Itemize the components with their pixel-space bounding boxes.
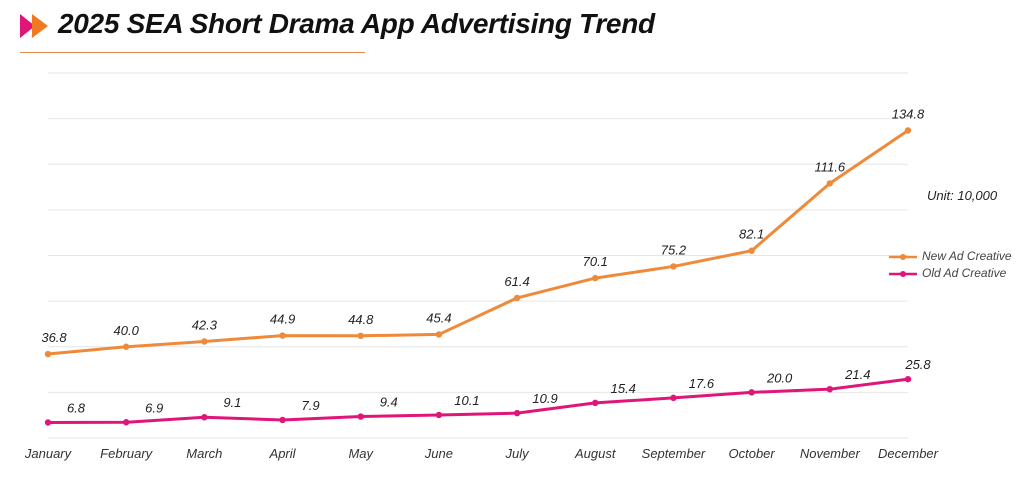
x-tick-label: February: [100, 446, 154, 461]
series-old-ad-creative: 6.8 6.9 9.1 7.9 9.4 10.1 10.9 15.4 17.6 20.0 21.4 2…: [44, 357, 931, 426]
play-arrows-logo-icon: [20, 14, 48, 38]
x-tick-label: January: [24, 446, 73, 461]
data-point: [904, 127, 912, 134]
data-label: 21.4: [844, 367, 870, 382]
data-point: [748, 247, 755, 254]
data-point: [435, 411, 443, 419]
data-point: [44, 350, 52, 358]
data-point: [279, 416, 286, 424]
series-line: [46, 128, 910, 356]
legend-swatch-old-icon: [889, 271, 917, 277]
data-point: [201, 338, 208, 345]
data-label: 10.9: [532, 391, 557, 406]
data-label: 20.0: [766, 370, 793, 385]
data-point: [435, 331, 443, 338]
x-axis-tick-labels: January February March April May June July Augu…: [24, 446, 939, 461]
data-label: 45.4: [426, 310, 451, 325]
data-label: 42.3: [192, 318, 218, 333]
chart-header: 2025 SEA Short Drama App Advertising Tre…: [0, 0, 1025, 56]
data-point: [513, 294, 521, 302]
data-label: 7.9: [302, 398, 320, 413]
data-label: 36.8: [41, 330, 67, 345]
legend: New Ad Creative Old Ad Creative: [888, 248, 1018, 282]
data-label: 134.8: [892, 106, 925, 121]
x-tick-label: April: [269, 446, 297, 461]
x-tick-label: November: [800, 446, 861, 461]
data-label: 44.8: [348, 312, 374, 327]
data-label: 44.9: [270, 312, 295, 327]
data-point: [122, 419, 130, 426]
data-label: 111.6: [815, 159, 846, 174]
data-label: 40.0: [114, 323, 140, 338]
data-label: 10.1: [454, 393, 479, 408]
chart-title: 2025 SEA Short Drama App Advertising Tre…: [58, 8, 655, 39]
legend-item-old: Old Ad Creative: [888, 265, 1018, 282]
x-tick-label: December: [878, 446, 939, 461]
series-line: [46, 377, 910, 424]
unit-label: Unit: 10,000: [927, 188, 998, 203]
data-point: [357, 332, 364, 339]
data-point: [670, 394, 677, 402]
data-point: [201, 414, 208, 421]
data-point: [670, 263, 677, 270]
data-point: [122, 343, 130, 350]
data-point: [592, 399, 599, 407]
data-label: 75.2: [661, 242, 687, 257]
data-label: 15.4: [611, 381, 636, 396]
data-label: 70.1: [583, 254, 608, 269]
data-point: [904, 375, 912, 383]
data-point: [826, 385, 834, 393]
data-label: 6.8: [67, 400, 86, 415]
legend-swatch-new-icon: [889, 254, 917, 260]
chart-series: 36.8 40.0 42.3 44.9 44.8 45.4 61.4 70.1 75.2 82.1…: [41, 106, 931, 426]
series-new-ad-creative: 36.8 40.0 42.3 44.9 44.8 45.4 61.4 70.1 75.2 82.1…: [41, 106, 925, 358]
x-tick-label: May: [348, 446, 374, 461]
legend-item-new: New Ad Creative: [888, 248, 1018, 265]
legend-label-old: Old Ad Creative: [922, 266, 1007, 280]
data-label: 61.4: [504, 274, 529, 289]
x-tick-label: March: [186, 446, 222, 461]
data-label: 9.4: [380, 395, 398, 410]
x-tick-label: September: [642, 446, 706, 461]
data-label: 17.6: [689, 376, 715, 391]
data-point: [826, 180, 834, 187]
data-point: [279, 332, 286, 339]
legend-label-new: New Ad Creative: [922, 249, 1012, 263]
data-label: 25.8: [904, 357, 931, 372]
data-point: [357, 413, 364, 420]
data-label: 6.9: [145, 400, 163, 415]
data-point: [513, 409, 521, 417]
x-tick-label: October: [729, 446, 776, 461]
data-label: 82.1: [739, 227, 764, 242]
x-tick-label: July: [505, 446, 531, 461]
data-point: [592, 274, 599, 282]
data-point: [748, 389, 755, 396]
x-tick-label: August: [574, 446, 617, 461]
data-point: [44, 419, 52, 426]
title-underline: [20, 52, 365, 53]
x-tick-label: June: [424, 446, 453, 461]
data-label: 9.1: [223, 395, 241, 410]
